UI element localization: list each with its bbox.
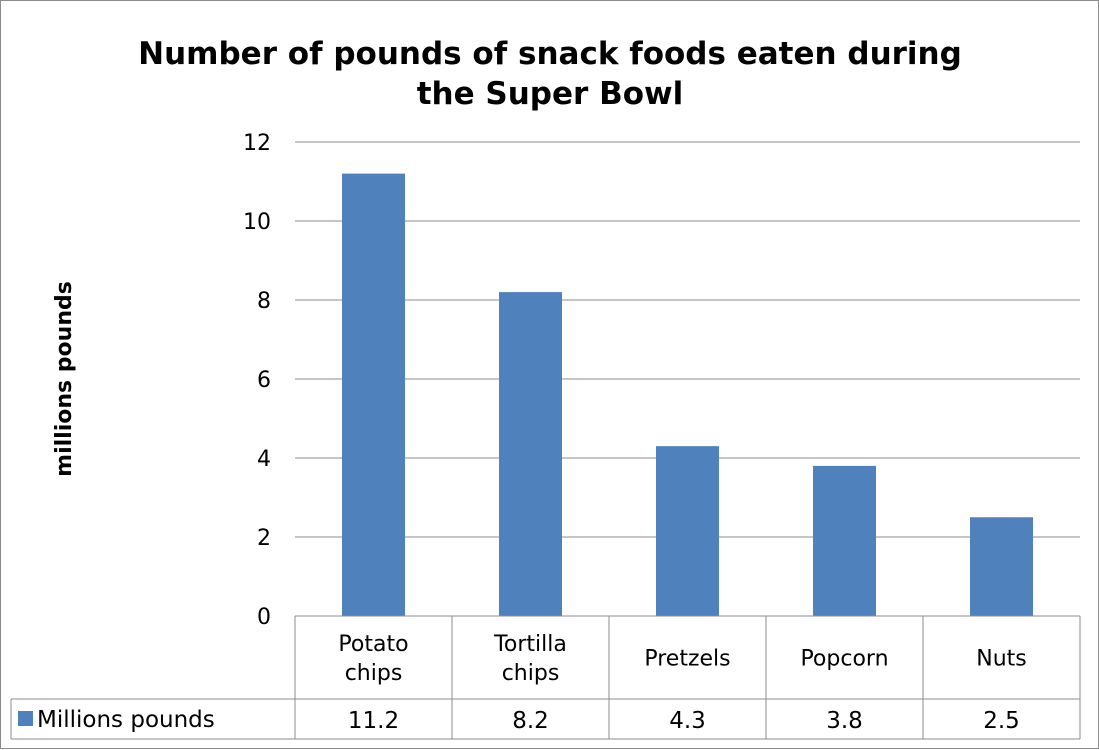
legend-key [18,711,33,726]
category-label: Potato chips [338,632,408,686]
legend-series-name: Millions pounds [37,707,215,733]
category-label: Nuts [976,647,1027,672]
category-label: Tortilla chips [493,632,567,686]
y-tick-label: 2 [257,526,271,551]
bar [342,173,405,616]
chart-title-line-2: the Super Bowl [417,76,684,112]
bar [970,517,1033,616]
bar [813,465,876,616]
y-axis-title: millions pounds [52,281,77,477]
y-tick-label: 8 [257,289,271,314]
data-value-cell: 11.2 [348,708,399,734]
gridlines [295,141,1080,538]
y-axis-ticks: 0 2 4 6 8 10 12 [243,131,271,630]
data-value-cell: 3.8 [826,708,863,734]
bar [656,446,719,616]
data-table: Potato chips Tortilla chips Pretzels Popcorn N… [10,615,1081,740]
y-tick-label: 0 [257,605,271,630]
bar [499,292,562,616]
data-value-cell: 2.5 [983,708,1020,734]
y-tick-label: 6 [257,368,271,393]
data-value-cell: 8.2 [512,708,549,734]
chart-title-line-1: Number of pounds of snack foods eaten du… [138,36,962,72]
y-tick-label: 12 [243,131,271,156]
y-tick-label: 4 [257,447,271,472]
data-value-cell: 4.3 [669,708,706,734]
category-label: Popcorn [800,647,888,672]
category-label: Pretzels [644,647,730,672]
bars [342,173,1033,616]
y-tick-label: 10 [243,210,271,235]
